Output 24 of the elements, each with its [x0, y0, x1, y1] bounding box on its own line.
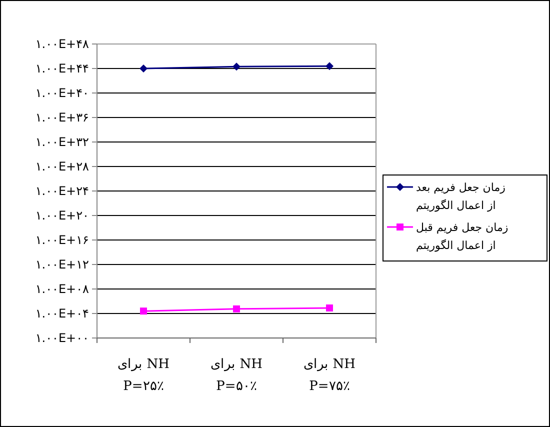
y-tick-label: ۱.۰۰E+۰۸ — [35, 282, 90, 296]
y-tick-label: ۱.۰۰E+۴۴ — [35, 62, 89, 76]
y-tick-label: ۱.۰۰E+۳۲ — [35, 135, 89, 150]
y-tick-label: ۱.۰۰E+۳۶ — [35, 110, 89, 125]
y-tick-label: ۱.۰۰E+۱۲ — [35, 258, 89, 272]
legend-label: زمان جعل فریم قبل از اعمال الگوریتم — [416, 220, 508, 252]
point — [140, 64, 148, 72]
y-tick-label: ۱.۰۰E+۱۶ — [35, 233, 89, 248]
y-tick-label: ۱.۰۰E+۴۸ — [35, 37, 90, 52]
x-tick-label: برای NH P=۷۵٪ — [304, 357, 356, 394]
point — [232, 62, 240, 71]
point — [140, 308, 147, 315]
y-tick-label: ۱.۰۰E+۲۴ — [35, 184, 89, 198]
x-tick-label: برای NH P=۲۵٪ — [118, 357, 170, 394]
y-tick-label: ۱.۰۰E+۰۴ — [35, 306, 89, 321]
x-tick-label: برای NH P=۵۰٪ — [210, 357, 262, 394]
legend-label: زمان جعل فریم بعد از اعمال الگوریتم — [416, 180, 506, 212]
y-tick-label: ۱.۰۰E+۲۰ — [35, 208, 89, 223]
point — [326, 62, 334, 70]
point — [233, 305, 240, 312]
point — [326, 304, 333, 312]
y-tick-label: ۱.۰۰E+۴۰ — [35, 86, 89, 100]
y-tick-label: ۱.۰۰E+۰۰ — [35, 331, 89, 346]
y-tick-label: ۱.۰۰E+۲۸ — [35, 160, 90, 174]
